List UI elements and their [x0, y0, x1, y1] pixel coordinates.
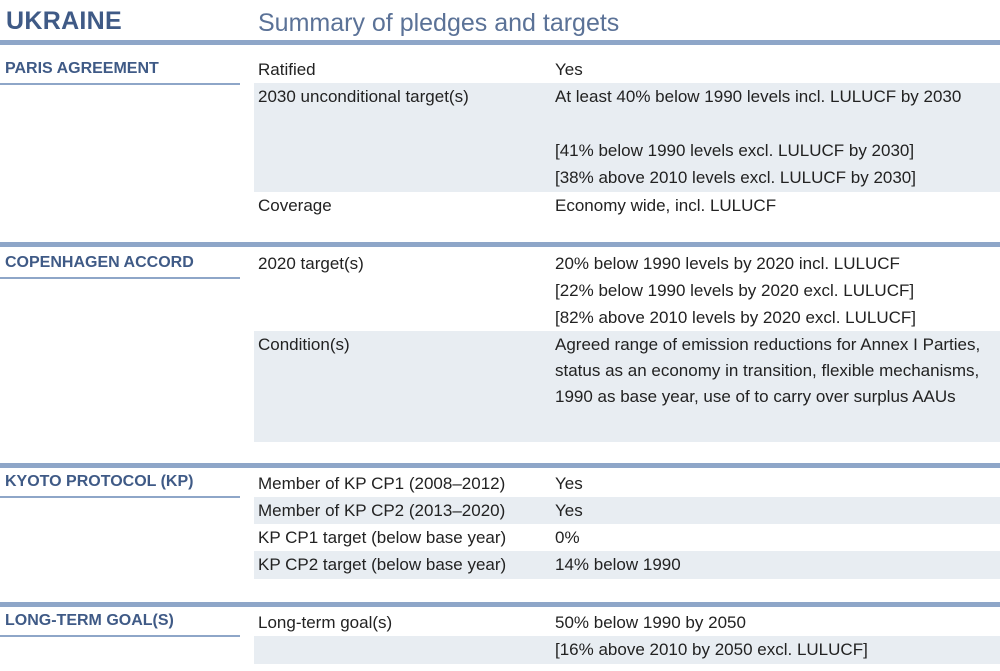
- value-line: 50% below 1990 by 2050: [555, 613, 746, 632]
- row-label: KP CP1 target (below base year): [258, 528, 507, 547]
- row-label: Ratified: [258, 60, 316, 79]
- value-line: [41% below 1990 levels excl. LULUCF by 2…: [555, 141, 915, 160]
- row-label: 2020 target(s): [258, 254, 364, 273]
- header-divider: [0, 40, 1000, 45]
- table-row: Ratified Yes: [254, 56, 1000, 83]
- row-value: At least 40% below 1990 levels incl. LUL…: [555, 83, 995, 191]
- section-divider: [0, 242, 1000, 247]
- value-line: [16% above 2010 by 2050 excl. LULUCF]: [555, 640, 868, 659]
- value-line: 20% below 1990 levels by 2020 incl. LULU…: [555, 254, 900, 273]
- value-line: 0%: [555, 528, 580, 547]
- section-divider: [0, 602, 1000, 607]
- table-row: [16% above 2010 by 2050 excl. LULUCF]: [254, 636, 1000, 664]
- row-value: 14% below 1990: [555, 551, 995, 578]
- value-line: At least 40% below 1990 levels incl. LUL…: [555, 87, 962, 106]
- value-line: 14% below 1990: [555, 555, 681, 574]
- table-row: Long-term goal(s) 50% below 1990 by 2050: [254, 609, 1000, 636]
- row-label: KP CP2 target (below base year): [258, 555, 507, 574]
- section-title: LONG-TERM GOAL(S): [5, 612, 174, 629]
- section-underline: [0, 83, 240, 85]
- row-label: Coverage: [258, 196, 332, 215]
- value-line: Economy wide, incl. LULUCF: [555, 196, 777, 215]
- table-row: KP CP2 target (below base year) 14% belo…: [254, 551, 1000, 579]
- row-value: Yes: [555, 497, 995, 524]
- row-value: 20% below 1990 levels by 2020 incl. LULU…: [555, 250, 995, 331]
- table-row: Member of KP CP1 (2008–2012) Yes: [254, 470, 1000, 497]
- row-label: Long-term goal(s): [258, 613, 393, 632]
- section-underline: [0, 277, 240, 279]
- section-underline: [0, 496, 240, 498]
- section-title: KYOTO PROTOCOL (KP): [5, 473, 194, 490]
- table-row: Coverage Economy wide, incl. LULUCF: [254, 192, 1000, 219]
- value-line: Yes: [555, 501, 583, 520]
- table-row: KP CP1 target (below base year) 0%: [254, 524, 1000, 551]
- table-row: Member of KP CP2 (2013–2020) Yes: [254, 497, 1000, 524]
- section-title: PARIS AGREEMENT: [5, 60, 159, 77]
- value-line: [22% below 1990 levels by 2020 excl. LUL…: [555, 281, 915, 300]
- row-label: Member of KP CP1 (2008–2012): [258, 474, 506, 493]
- section-underline: [0, 635, 240, 637]
- table-row: 2020 target(s) 20% below 1990 levels by …: [254, 250, 1000, 331]
- row-label: Condition(s): [258, 335, 350, 354]
- value-text: Agreed range of emission reductions for …: [555, 335, 981, 406]
- table-row: Condition(s) Agreed range of emission re…: [254, 331, 1000, 442]
- row-label: Member of KP CP2 (2013–2020): [258, 501, 506, 520]
- row-value: [16% above 2010 by 2050 excl. LULUCF]: [555, 636, 995, 663]
- row-label: 2030 unconditional target(s): [258, 87, 469, 106]
- country-title: UKRAINE: [6, 7, 122, 35]
- value-line: [38% above 2010 levels excl. LULUCF by 2…: [555, 168, 916, 187]
- row-value: Economy wide, incl. LULUCF: [555, 192, 995, 219]
- page-subtitle: Summary of pledges and targets: [258, 9, 620, 37]
- value-line: [82% above 2010 levels by 2020 excl. LUL…: [555, 308, 916, 327]
- row-value: 50% below 1990 by 2050: [555, 609, 995, 636]
- section-title: COPENHAGEN ACCORD: [5, 254, 194, 271]
- row-value: Yes: [555, 56, 995, 83]
- section-divider: [0, 463, 1000, 468]
- row-value: Agreed range of emission reductions for …: [555, 332, 995, 410]
- row-value: 0%: [555, 524, 995, 551]
- value-line: Yes: [555, 60, 583, 79]
- row-value: Yes: [555, 470, 995, 497]
- table-row: 2030 unconditional target(s) At least 40…: [254, 83, 1000, 192]
- value-line: Yes: [555, 474, 583, 493]
